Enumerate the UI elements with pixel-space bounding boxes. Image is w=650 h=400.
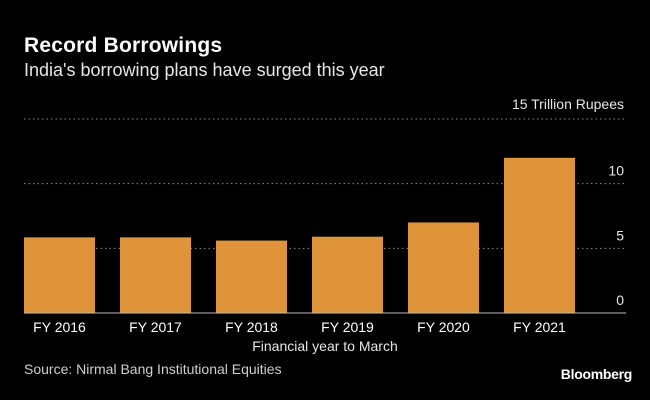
x-axis-label: Financial year to March	[252, 338, 398, 354]
bloomberg-logo: Bloomberg	[560, 366, 633, 382]
bar-fy-2020	[408, 222, 480, 313]
bar-fy-2017	[120, 237, 192, 313]
y-tick-label-10: 10	[608, 163, 624, 179]
x-tick-label-fy-2018: FY 2018	[225, 319, 278, 335]
bar-fy-2019	[312, 236, 384, 313]
y-tick-label-0: 0	[616, 292, 624, 308]
x-tick-label-fy-2016: FY 2016	[33, 319, 86, 335]
bar-fy-2021	[504, 157, 576, 313]
x-tick-label-fy-2020: FY 2020	[417, 319, 470, 335]
x-tick-label-fy-2021: FY 2021	[513, 319, 566, 335]
x-tick-label-fy-2017: FY 2017	[129, 319, 182, 335]
x-tick-label-fy-2019: FY 2019	[321, 319, 374, 335]
y-tick-label-5: 5	[616, 227, 624, 243]
chart-title: Record Borrowings	[24, 34, 223, 57]
bar-fy-2018	[216, 240, 288, 313]
y-axis-unit-label: 15 Trillion Rupees	[512, 96, 624, 112]
chart-subtitle: India's borrowing plans have surged this…	[24, 60, 385, 80]
source-note: Source: Nirmal Bang Institutional Equiti…	[24, 361, 282, 377]
bar-fy-2016	[24, 237, 96, 313]
